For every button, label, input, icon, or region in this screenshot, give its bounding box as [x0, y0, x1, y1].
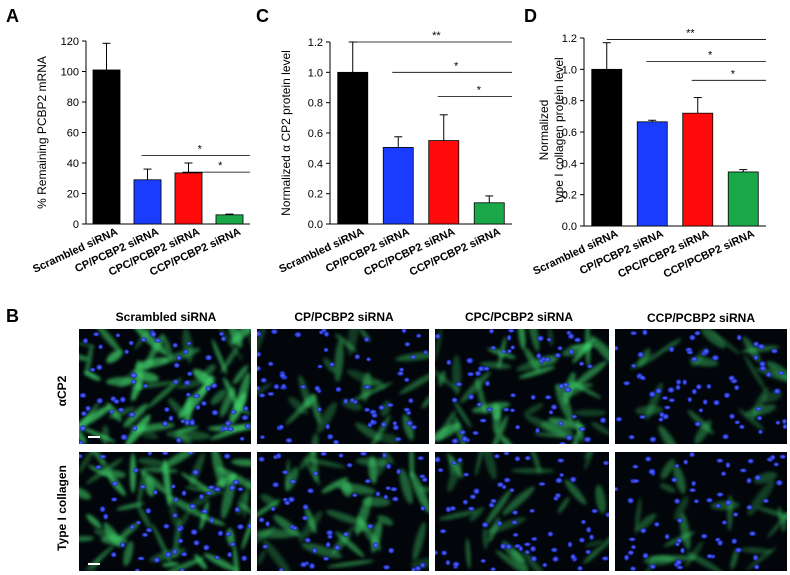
- y-tick-label: 0.4: [308, 158, 323, 170]
- y-tick-label: 40: [67, 158, 79, 170]
- bar: [727, 171, 759, 227]
- bar: [473, 202, 505, 225]
- y-tick-label: 1.2: [562, 33, 577, 45]
- column-header-scrambled: Scrambled siRNA: [116, 310, 217, 324]
- panel-letter-c: C: [256, 6, 269, 26]
- micrograph: [257, 452, 429, 571]
- significance-label: *: [454, 60, 459, 72]
- panel-letter-b: B: [6, 306, 19, 326]
- bar: [382, 147, 414, 225]
- column-header-cp: CP/PCBP2 siRNA: [294, 310, 394, 324]
- bar: [591, 68, 623, 227]
- micrograph: [435, 329, 609, 444]
- y-tick-label: 0.0: [562, 221, 577, 233]
- bar: [215, 214, 244, 225]
- panel-letter-d: D: [524, 6, 537, 26]
- significance-label: *: [708, 50, 713, 62]
- y-axis-label: Normalizedtype I collagen protein level: [537, 57, 566, 202]
- y-tick-label: 0.2: [562, 190, 577, 202]
- significance-label: *: [477, 85, 482, 97]
- y-tick-label: 20: [67, 189, 79, 201]
- y-axis-label: % Remaining PCBP2 mRNA: [35, 56, 49, 209]
- bar: [133, 179, 162, 225]
- y-tick-label: 1.0: [308, 67, 323, 79]
- y-tick-label: 0.0: [308, 219, 323, 231]
- significance-label: *: [198, 143, 203, 155]
- y-tick-label: 80: [67, 97, 79, 109]
- y-tick-label: 0.2: [308, 189, 323, 201]
- bar: [174, 172, 203, 225]
- micrograph: [615, 452, 787, 571]
- y-tick-label: 1.0: [562, 64, 577, 76]
- y-axis-label: Normalized α CP2 protein level: [279, 50, 293, 216]
- significance-label: *: [218, 160, 223, 172]
- column-header-cpc: CPC/PCBP2 siRNA: [465, 310, 573, 324]
- column-header-ccp: CCP/PCBP2 siRNA: [647, 311, 755, 325]
- significance-label: **: [432, 30, 441, 42]
- panel-letter-a: A: [6, 6, 19, 26]
- row-header-collagen: Type I collagen: [55, 465, 69, 551]
- row-header-acp2: αCP2: [55, 375, 69, 406]
- micrograph: [435, 452, 609, 571]
- significance-label: **: [686, 28, 695, 40]
- micrograph: [79, 329, 251, 444]
- bar: [337, 71, 369, 225]
- y-tick-label: 1.2: [308, 37, 323, 49]
- y-tick-label: 120: [61, 36, 79, 48]
- bar: [428, 140, 460, 225]
- bar: [682, 112, 714, 227]
- micrograph: [257, 329, 429, 444]
- bar: [636, 121, 668, 227]
- y-tick-label: 0.8: [308, 98, 323, 110]
- y-tick-label: 0.4: [562, 158, 577, 170]
- y-tick-label: 60: [67, 128, 79, 140]
- y-tick-label: 0.6: [562, 127, 577, 139]
- y-tick-label: 0: [73, 219, 79, 231]
- micrograph: [615, 329, 787, 444]
- significance-label: *: [731, 68, 736, 80]
- micrograph: [79, 452, 251, 571]
- y-tick-label: 0.6: [308, 128, 323, 140]
- micrograph-grid: [79, 329, 787, 571]
- y-tick-label: 100: [61, 67, 79, 79]
- y-tick-label: 0.8: [562, 96, 577, 108]
- bar: [92, 69, 121, 225]
